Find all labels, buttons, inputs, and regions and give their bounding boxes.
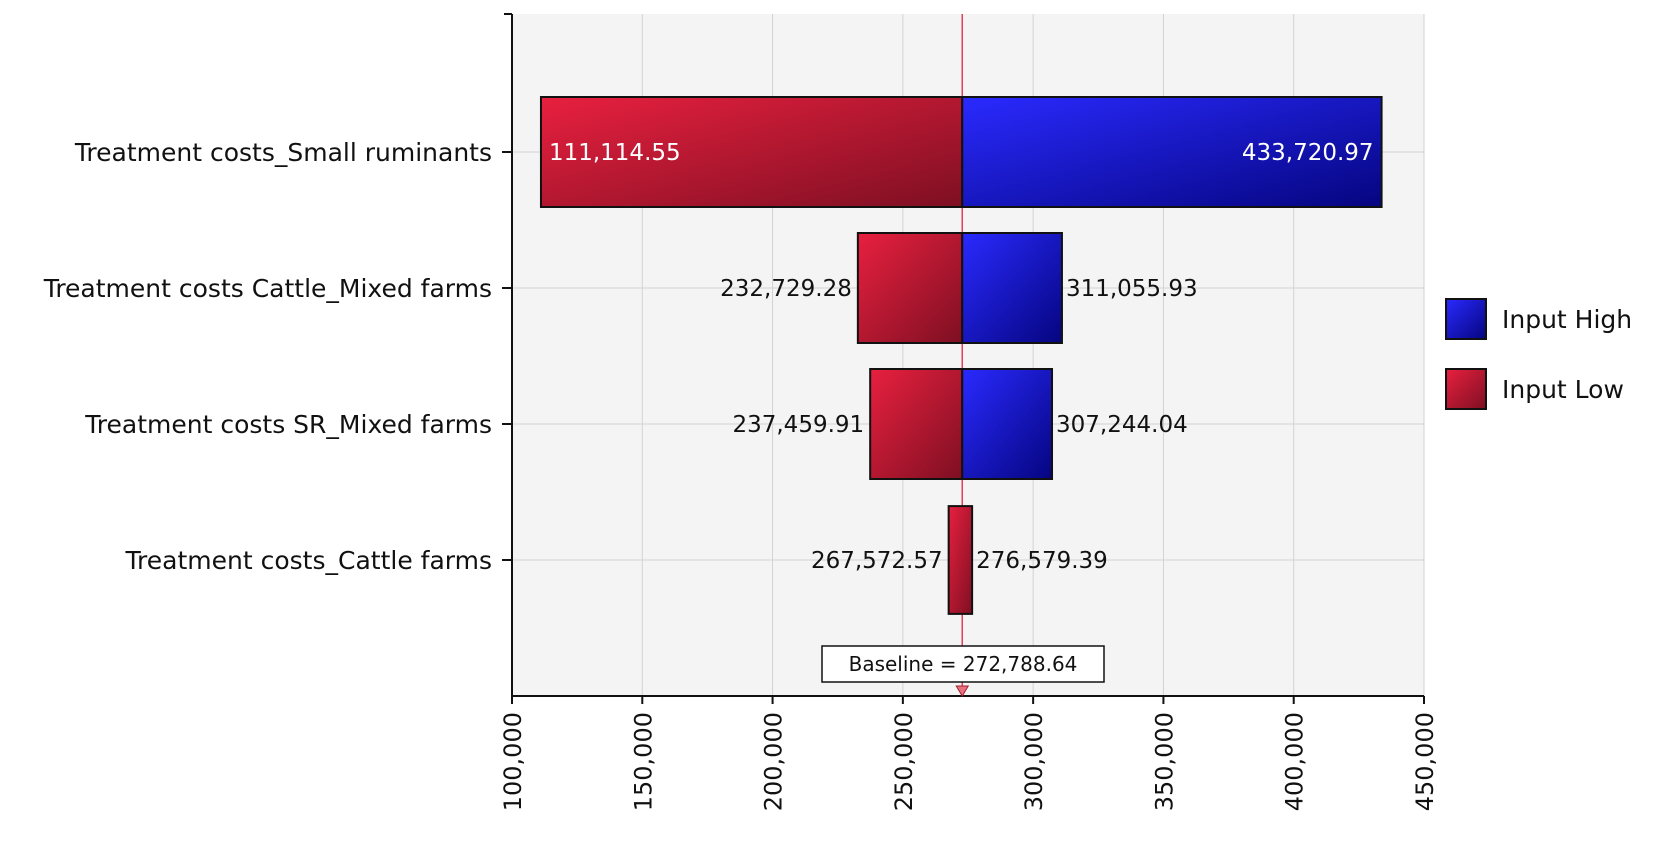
bars	[539, 96, 1383, 615]
legend-swatch	[1445, 298, 1487, 340]
category-label: Treatment costs_Cattle farms	[124, 546, 492, 575]
legend: Input High Input Low	[1445, 298, 1632, 410]
bar-high	[961, 368, 1054, 480]
baseline-marker	[955, 685, 970, 697]
category-label: Treatment costs SR_Mixed farms	[84, 410, 492, 439]
x-tick-label: 350,000	[1150, 712, 1178, 811]
category-label: Treatment costs_Small ruminants	[74, 138, 492, 167]
bar-combined	[947, 505, 974, 615]
bar-high	[961, 232, 1063, 344]
value-label-low: 232,729.28	[720, 276, 852, 302]
legend-label: Input Low	[1502, 375, 1624, 404]
category-label: Treatment costs Cattle_Mixed farms	[43, 274, 492, 303]
x-tick-label: 200,000	[760, 712, 788, 811]
value-label-high: 311,055.93	[1066, 276, 1198, 302]
value-label-low: 267,572.57	[811, 548, 943, 574]
value-label-low: 111,114.55	[549, 140, 681, 166]
x-tick-label: 450,000	[1411, 712, 1439, 811]
baseline-label-box	[821, 645, 1105, 683]
legend-label: Input High	[1502, 305, 1632, 334]
x-tick-label: 400,000	[1281, 712, 1309, 811]
value-label-high: 433,720.97	[1242, 140, 1374, 166]
bar-high	[961, 96, 1383, 208]
bar-low	[856, 232, 964, 344]
x-tick-label: 300,000	[1020, 712, 1048, 811]
x-tick-label: 150,000	[629, 712, 657, 811]
value-label-high: 307,244.04	[1056, 412, 1188, 438]
bar-low	[539, 96, 964, 208]
axes: Treatment costs_Small ruminants Treatment…	[43, 13, 1439, 811]
bar-low	[869, 368, 964, 480]
value-labels: 111,114.55 433,720.97 232,729.28 311,055.93…	[549, 140, 1374, 574]
value-label-low: 237,459.91	[732, 412, 864, 438]
legend-swatch	[1445, 368, 1487, 410]
value-label-high: 276,579.39	[976, 548, 1108, 574]
x-tick-label: 250,000	[890, 712, 918, 811]
x-tick-label: 100,000	[499, 712, 527, 811]
baseline-label: Baseline = 272,788.64	[849, 652, 1078, 676]
